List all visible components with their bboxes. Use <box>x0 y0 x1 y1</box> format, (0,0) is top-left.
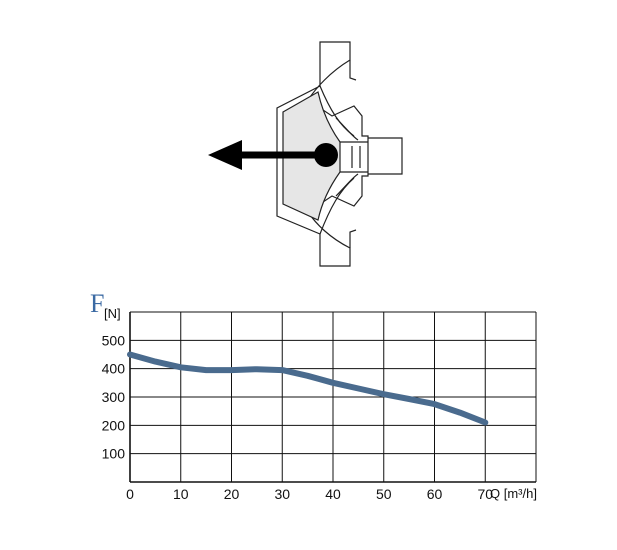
force-arrow <box>208 140 338 170</box>
chart-series <box>127 351 489 426</box>
force-arrow-head <box>208 140 242 170</box>
shaft <box>368 137 403 175</box>
impeller-notch-bottom <box>349 229 357 248</box>
y-tick-labels: 100 200 300 400 500 <box>102 332 126 461</box>
x-tick-labels: 0 10 20 30 40 50 60 70 <box>126 486 493 502</box>
y-tick-label: 500 <box>102 332 126 348</box>
series-line <box>127 351 489 426</box>
chart-grid <box>130 311 537 482</box>
y-tick-label: 400 <box>102 361 126 377</box>
force-application-point <box>314 143 338 167</box>
hub-top <box>335 117 359 141</box>
x-tick-label: 10 <box>173 486 189 502</box>
x-tick-label: 50 <box>376 486 392 502</box>
y-axis-unit: [N] <box>104 306 121 321</box>
x-tick-label: 60 <box>427 486 443 502</box>
y-axis-symbol: F <box>90 289 104 318</box>
impeller-notch <box>349 60 357 81</box>
y-tick-label: 300 <box>102 389 126 405</box>
x-tick-label: 70 <box>477 486 493 502</box>
x-tick-label: 30 <box>274 486 290 502</box>
force-chart: 100 200 300 400 500 0 10 20 30 40 50 60 70 F [N] Q … <box>90 289 537 502</box>
hub-bottom <box>335 173 359 197</box>
x-tick-label: 20 <box>224 486 240 502</box>
x-axis-label: Q [m³/h] <box>490 486 537 501</box>
x-tick-label: 0 <box>126 486 134 502</box>
chart-axes <box>129 312 536 483</box>
x-tick-label: 40 <box>325 486 341 502</box>
y-tick-label: 200 <box>102 417 126 433</box>
y-tick-label: 100 <box>102 446 126 462</box>
